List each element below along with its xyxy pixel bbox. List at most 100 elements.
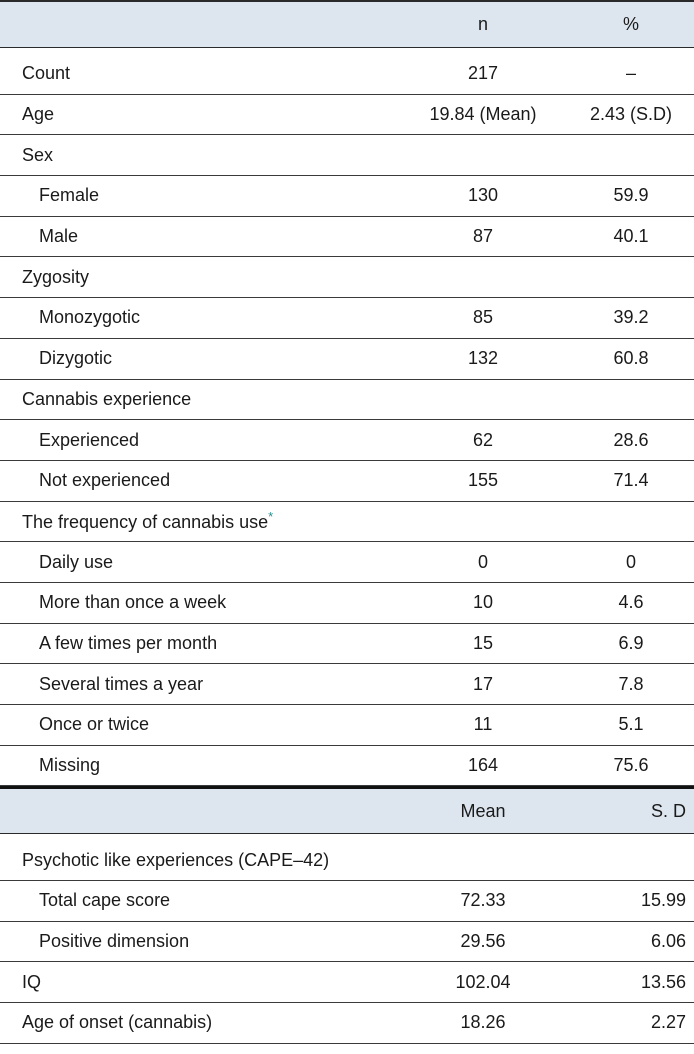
table-row: Experienced 62 28.6: [0, 420, 694, 461]
cell-n: 10: [472, 592, 494, 613]
table-row: The frequency of cannabis use*: [0, 502, 694, 543]
table-row: Age 19.84 (Mean) 2.43 (S.D): [0, 95, 694, 136]
row-label: Daily use: [39, 552, 113, 573]
row-label-text: Cannabis experience: [22, 388, 192, 409]
cell-n: 217: [467, 63, 499, 84]
cell-percent: 40.1: [613, 226, 649, 247]
table-row: Dizygotic 132 60.8: [0, 339, 694, 380]
row-label: The frequency of cannabis use*: [22, 509, 273, 533]
header-sd: S. D: [650, 800, 686, 821]
row-label: Count: [22, 63, 70, 84]
row-label-text: A few times per month: [39, 632, 218, 653]
cell-mean: 102.04: [455, 971, 511, 992]
cell-n: 19.84 (Mean): [429, 104, 537, 125]
cell-percent: 60.8: [613, 348, 649, 369]
cell-percent: 39.2: [613, 307, 649, 328]
table-row: Psychotic like experiences (CAPE–42): [0, 840, 694, 882]
cell-mean: 29.56: [460, 931, 506, 952]
row-label-text: Once or twice: [39, 714, 150, 735]
row-label-text: Missing: [39, 755, 101, 776]
table-row: Not experienced 155 71.4: [0, 461, 694, 502]
cell-percent: 0: [625, 551, 636, 572]
row-label: Female: [39, 185, 99, 206]
row-label-text: Sex: [22, 144, 54, 165]
cell-percent: 28.6: [613, 429, 649, 450]
table-row: Several times a year 17 7.8: [0, 664, 694, 705]
row-label-text: The frequency of cannabis use: [22, 512, 269, 533]
row-label-text: Daily use: [39, 551, 114, 572]
row-label-text: Several times a year: [39, 673, 204, 694]
table-row: Positive dimension 29.56 6.06: [0, 922, 694, 963]
table-row: Female 130 59.9: [0, 176, 694, 217]
row-label-text: Male: [39, 226, 79, 247]
row-label: Monozygotic: [39, 307, 140, 328]
row-label-text: Monozygotic: [39, 307, 141, 328]
cell-n: 87: [472, 226, 494, 247]
cell-percent: 59.9: [613, 185, 649, 206]
header-mean: Mean: [460, 800, 506, 821]
cell-n: 11: [473, 714, 493, 735]
cell-n: 130: [467, 185, 499, 206]
table-row: Age of onset (cannabis) 18.26 2.27: [0, 1003, 694, 1044]
cell-percent: 2.43 (S.D): [589, 104, 673, 125]
row-label: Several times a year: [39, 674, 203, 695]
table-row: Zygosity: [0, 257, 694, 299]
row-label: Missing: [39, 755, 100, 776]
cell-percent: 5.1: [618, 714, 644, 735]
row-label: Age of onset (cannabis): [22, 1012, 213, 1033]
cell-sd: 6.06: [650, 931, 686, 952]
table-row: Once or twice 11 5.1: [0, 705, 694, 746]
table-row: Total cape score 72.33 15.99: [0, 881, 694, 922]
table-body-stats: Psychotic like experiences (CAPE–42) Tota…: [0, 840, 694, 1044]
table-row: A few times per month 15 6.9: [0, 624, 694, 665]
cell-mean: 18.26: [460, 1012, 506, 1033]
table-header: n %: [0, 0, 694, 48]
footnote-marker: *: [268, 509, 274, 525]
row-label: Psychotic like experiences (CAPE–42): [22, 849, 330, 870]
table-row: Cannabis experience: [0, 380, 694, 421]
cell-n: 85: [472, 307, 494, 328]
table-header-stats: Mean S. D: [0, 786, 694, 835]
cell-mean: 72.33: [460, 890, 506, 911]
row-label-text: Dizygotic: [39, 348, 113, 369]
table-row: IQ 102.04 13.56: [0, 962, 694, 1004]
row-label: Total cape score: [39, 890, 171, 911]
cell-n: 15: [472, 632, 494, 653]
table-row: Missing 164 75.6: [0, 746, 694, 787]
table-row: Daily use 0 0: [0, 542, 694, 583]
cell-percent: –: [625, 63, 636, 84]
row-label: Male: [39, 226, 78, 247]
row-label-text: Count: [22, 63, 71, 84]
table-row: Male 87 40.1: [0, 217, 694, 258]
row-label: A few times per month: [39, 633, 217, 654]
row-label-text: Female: [39, 185, 100, 206]
row-label: IQ: [22, 971, 42, 992]
cell-percent: 7.8: [618, 673, 644, 694]
table-row: More than once a week 10 4.6: [0, 583, 694, 624]
row-label: Zygosity: [22, 267, 89, 288]
row-label: Cannabis experience: [22, 389, 191, 410]
cell-n: 17: [472, 673, 494, 694]
cell-sd: 13.56: [640, 971, 686, 992]
row-label: Sex: [22, 145, 53, 166]
row-label: Dizygotic: [39, 348, 112, 369]
cell-n: 132: [467, 348, 499, 369]
header-percent: %: [622, 14, 639, 34]
row-label-text: Not experienced: [39, 470, 171, 491]
cell-percent: 75.6: [613, 755, 649, 776]
cell-n: 155: [467, 470, 499, 491]
cell-sd: 2.27: [650, 1012, 686, 1033]
row-label: Positive dimension: [39, 931, 190, 952]
row-label-text: Zygosity: [22, 266, 90, 287]
table-body-frequencies: Count 217 – Age 19.84 (Mean) 2.43 (S.D) Sex Fem…: [0, 54, 694, 787]
cell-percent: 6.9: [618, 632, 644, 653]
cell-n: 62: [472, 429, 494, 450]
cell-n: 164: [467, 755, 499, 776]
row-label: Not experienced: [39, 470, 170, 491]
cell-n: 0: [477, 551, 488, 572]
table-row: Count 217 –: [0, 54, 694, 95]
cell-percent: 4.6: [618, 592, 644, 613]
cell-sd: 15.99: [640, 890, 686, 911]
header-n: n: [477, 14, 488, 34]
